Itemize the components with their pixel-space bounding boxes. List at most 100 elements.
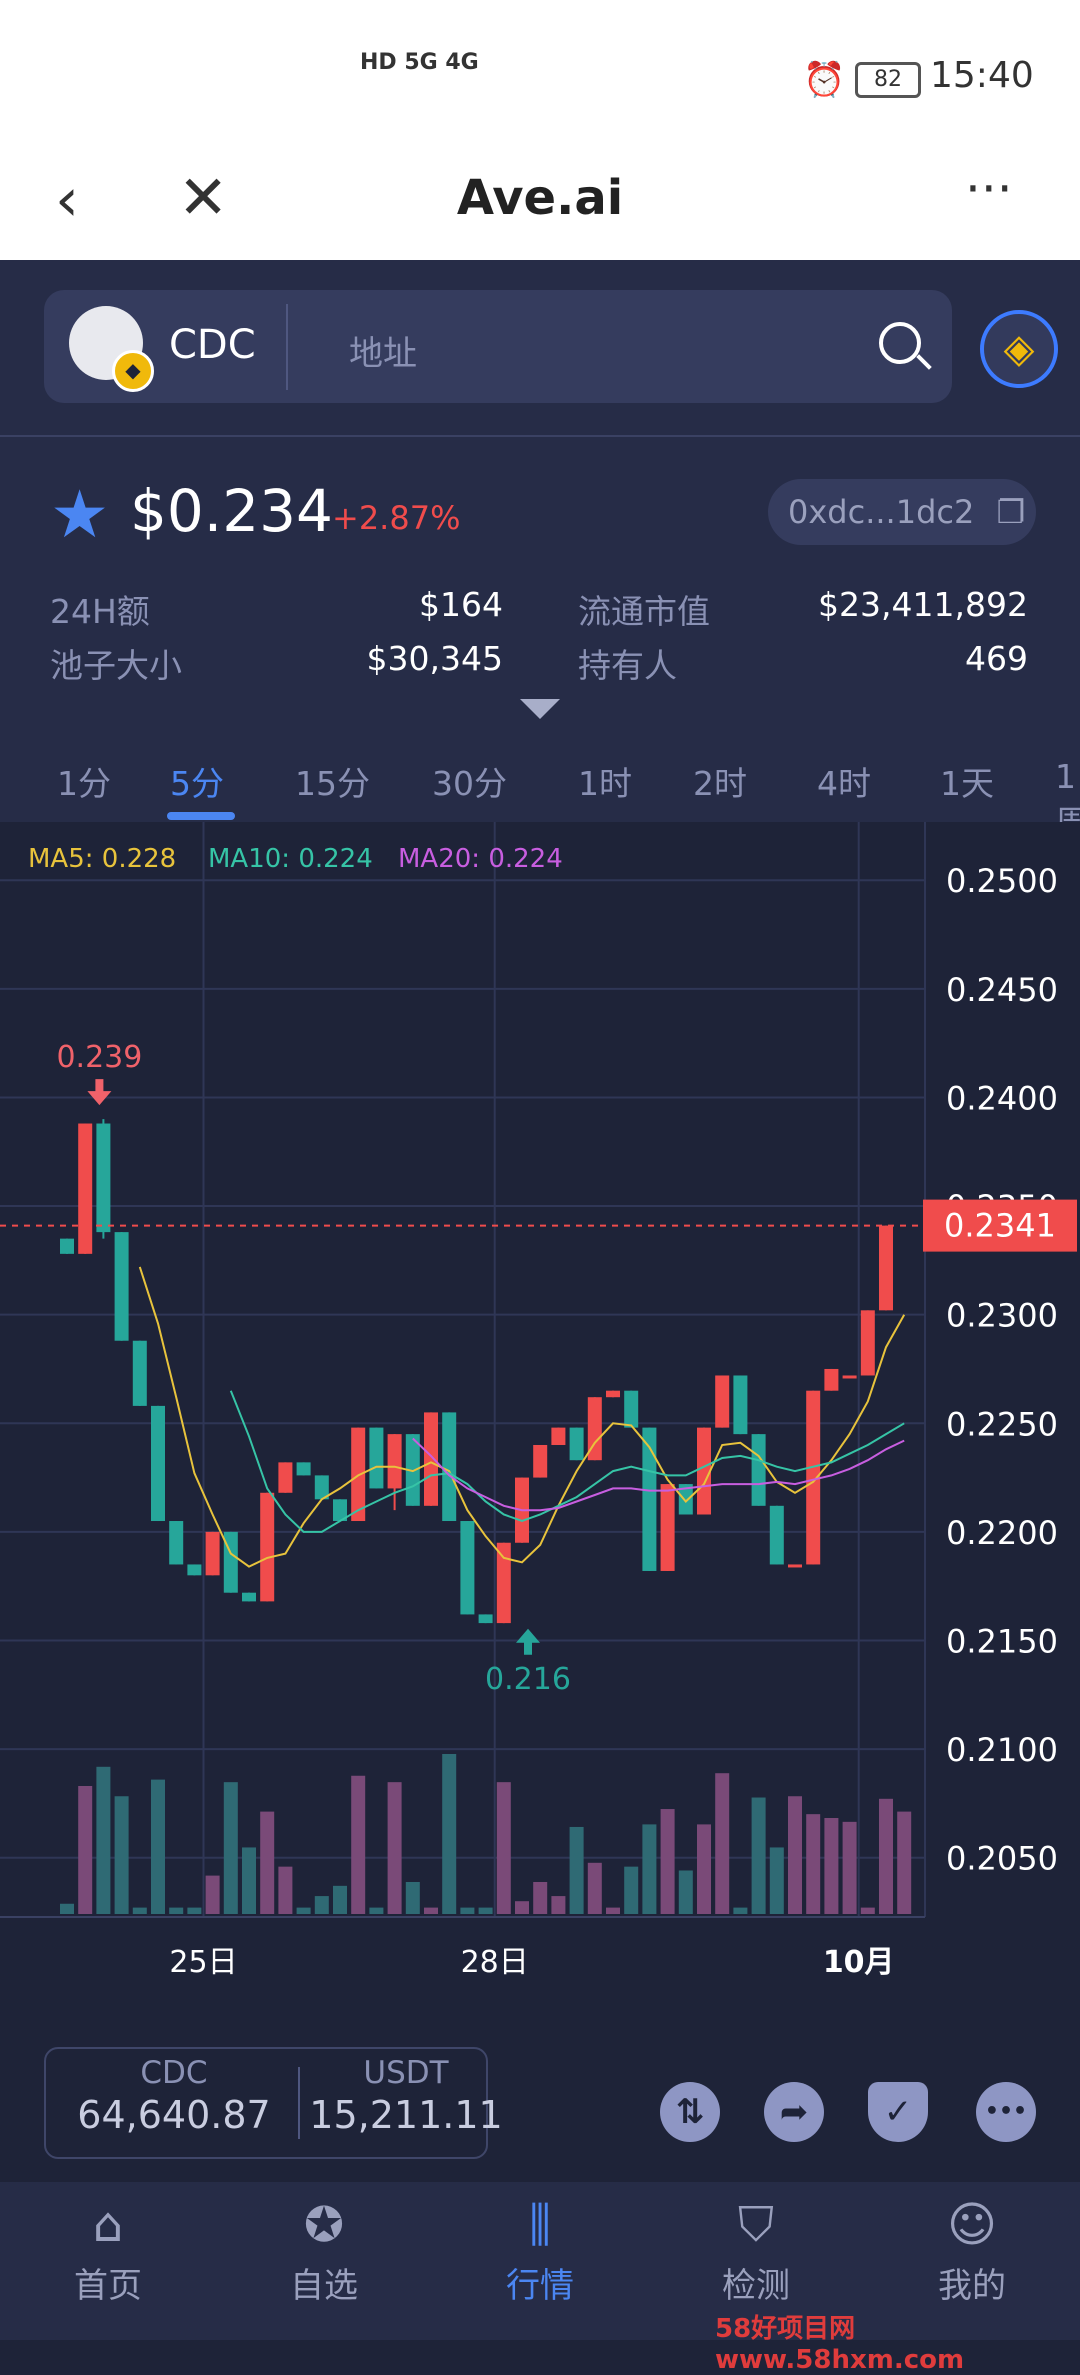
back-icon[interactable]: ‹ <box>55 165 79 235</box>
volume-bar <box>533 1882 548 1914</box>
volume-bar <box>660 1809 675 1914</box>
volume-bar <box>96 1766 111 1914</box>
balance-cdc: CDC 64,640.87 <box>64 2049 284 2137</box>
high-marker-arrow <box>87 1079 112 1106</box>
bottom-tab-bar: ⌂ 首页 ✪ 自选 ⫼ 行情 ⛉ 检测 ☺ 我的 <box>0 2182 1080 2340</box>
candle <box>569 1427 584 1461</box>
balance-box: CDC 64,640.87 USDT 15,211.11 <box>44 2047 503 2159</box>
candle <box>733 1375 748 1435</box>
expand-arrow-icon[interactable] <box>520 699 560 719</box>
volume-bar <box>296 1907 311 1914</box>
chain-selector-icon[interactable]: ◈ <box>980 310 1058 388</box>
candle <box>606 1390 620 1398</box>
high-marker-label: 0.239 <box>56 1040 142 1075</box>
stat-value: $30,345 <box>366 639 503 678</box>
volume-bar <box>424 1907 438 1914</box>
tab-30m[interactable]: 30分 <box>432 764 507 803</box>
volume-bar <box>260 1811 275 1914</box>
alarm-icon: ⏰ <box>803 60 846 100</box>
volume-bar <box>879 1798 893 1914</box>
volume-bar <box>333 1885 347 1914</box>
candle <box>296 1462 311 1476</box>
favorite-star-icon[interactable]: ★ <box>50 476 110 553</box>
volume-bar <box>642 1824 657 1914</box>
more-icon[interactable]: ··· <box>965 160 1013 218</box>
volume-bar <box>606 1907 620 1914</box>
tab-home[interactable]: ⌂ 首页 <box>28 2192 188 2307</box>
volume-bar <box>678 1870 693 1914</box>
tab-1m[interactable]: 1分 <box>57 764 111 803</box>
volume-bar <box>169 1907 184 1914</box>
volume-bar <box>806 1814 821 1914</box>
low-marker-arrow <box>516 1628 540 1655</box>
tab-label: 检测 <box>722 2266 790 2306</box>
current-price-label: 0.2341 <box>944 1207 1056 1245</box>
nav-bar: ‹ ✕ Ave.ai ··· <box>0 150 1080 260</box>
ma10-line <box>229 1390 905 1533</box>
copy-icon[interactable]: ❐ <box>996 493 1026 531</box>
volume-bar <box>715 1773 730 1914</box>
candle <box>387 1434 402 1489</box>
price-section: ★ $0.234 +2.87% 0xdc...1dc2 ❐ 24H额 $164 … <box>0 437 1080 727</box>
candle <box>587 1397 602 1461</box>
search-icon[interactable] <box>879 322 921 364</box>
tab-2h[interactable]: 2时 <box>693 764 747 803</box>
balance-value: 15,211.11 <box>309 2093 503 2137</box>
tab-detect[interactable]: ⛉ 检测 <box>676 2192 836 2307</box>
candle <box>369 1427 384 1489</box>
tab-5m[interactable]: 5分 <box>170 764 224 803</box>
candle <box>132 1340 147 1406</box>
timeframe-tabs: 1分 5分 15分 30分 1时 2时 4时 1天 1周 <box>0 727 1080 822</box>
close-icon[interactable]: ✕ <box>178 163 229 233</box>
chat-icon[interactable]: ••• <box>976 2082 1036 2142</box>
candle <box>751 1434 766 1506</box>
token-price: $0.234 <box>130 477 333 545</box>
search-input[interactable]: 地址 <box>349 334 417 374</box>
candle <box>333 1499 347 1522</box>
candle <box>114 1232 129 1341</box>
tab-1h[interactable]: 1时 <box>578 764 632 803</box>
shield-check-icon[interactable]: ✓ <box>868 2082 928 2142</box>
tab-profile[interactable]: ☺ 我的 <box>892 2192 1052 2307</box>
y-tick-label: 0.2100 <box>946 1731 1058 1769</box>
volume-bar <box>697 1824 711 1914</box>
share-icon[interactable]: ➦ <box>764 2082 824 2142</box>
stat-label: 池子大小 <box>50 646 182 685</box>
tab-market[interactable]: ⫼ 行情 <box>460 2192 620 2307</box>
candle <box>824 1368 839 1391</box>
candle <box>151 1405 165 1522</box>
candle <box>260 1492 275 1602</box>
candlestick-chart[interactable]: 0.25000.24500.24000.23500.23000.22500.22… <box>0 822 1080 2022</box>
page-title: Ave.ai <box>456 170 624 226</box>
price-change: +2.87% <box>332 499 461 537</box>
tab-15m[interactable]: 15分 <box>295 764 370 803</box>
volume-bar <box>242 1847 256 1914</box>
tab-1w[interactable]: 1周 <box>1055 757 1080 822</box>
balance-label: USDT <box>363 2055 449 2091</box>
candle <box>879 1225 893 1311</box>
y-tick-label: 0.2150 <box>946 1622 1058 1660</box>
volume-bar <box>751 1797 766 1914</box>
tab-4h[interactable]: 4时 <box>817 764 871 803</box>
shield-icon: ⛉ <box>737 2197 774 2253</box>
swap-icon[interactable]: ⇅ <box>660 2082 720 2142</box>
tab-1d[interactable]: 1天 <box>940 764 994 803</box>
volume-bar <box>515 1901 529 1914</box>
candle <box>697 1427 711 1515</box>
contract-address-button[interactable]: 0xdc...1dc2 ❐ <box>768 479 1036 545</box>
candle <box>642 1427 657 1571</box>
ma-legend-ma20: MA20: 0.224 <box>398 844 563 874</box>
y-tick-label: 0.2200 <box>946 1514 1058 1552</box>
volume-bar <box>551 1896 566 1914</box>
volume-bar <box>824 1818 839 1914</box>
x-tick-label: 25日 <box>169 1945 237 1980</box>
search-box[interactable]: ◆ CDC 地址 <box>44 290 952 403</box>
volume-bar <box>842 1821 857 1914</box>
candle <box>678 1484 693 1515</box>
watermark-text: 58好项目网www.58hxm.com <box>715 2314 965 2375</box>
token-symbol[interactable]: CDC <box>169 322 256 368</box>
x-tick-label: 28日 <box>461 1945 529 1980</box>
ma20-line <box>412 1437 905 1512</box>
volume-bar <box>369 1907 384 1914</box>
tab-watchlist[interactable]: ✪ 自选 <box>244 2192 404 2307</box>
